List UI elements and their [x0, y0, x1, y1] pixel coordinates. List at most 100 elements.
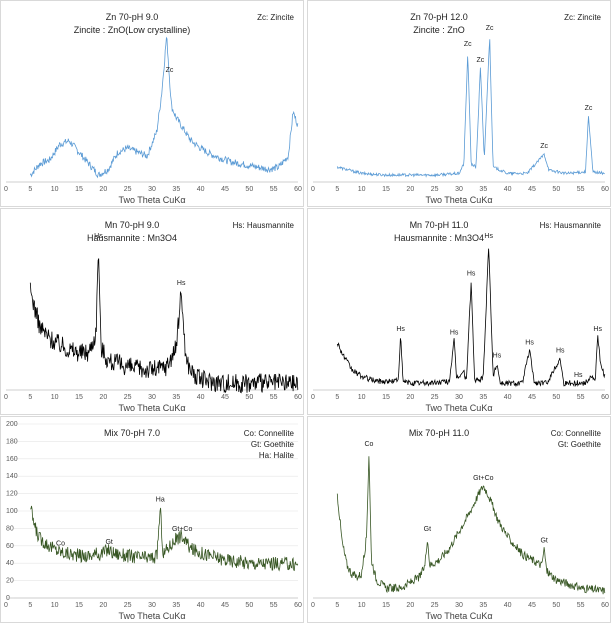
- x-tick-label: 55: [270, 394, 278, 401]
- x-tick-label: 40: [197, 602, 205, 609]
- chart-panel-3: 0 5 10 15 20 25 30 35 40 45 50 55 60 Two Theta CuKα Mn…: [0, 208, 304, 415]
- x-tick-label: 5: [335, 394, 339, 401]
- peak-label: Zc: [486, 25, 494, 32]
- peak-label: Zc: [477, 57, 485, 64]
- series-line: [30, 505, 299, 572]
- chart-title: Mn 70-pH 9.0: [105, 220, 160, 230]
- x-tick-label: 30: [455, 602, 463, 609]
- y-tick-label: 160: [6, 456, 18, 463]
- x-tick-label: 35: [172, 394, 180, 401]
- x-tick-label: 30: [148, 186, 156, 193]
- x-tick-label: 10: [358, 602, 366, 609]
- peak-label: Hs: [450, 329, 459, 336]
- peak-label: Gt: [424, 526, 431, 533]
- y-tick-label: 40: [6, 560, 14, 567]
- series-line: [336, 39, 605, 178]
- peak-label: Gt: [105, 539, 112, 546]
- x-tick-label: 20: [99, 394, 107, 401]
- x-tick-label: 45: [221, 394, 229, 401]
- peak-label: Hs: [94, 233, 103, 240]
- x-tick-label: 0: [311, 394, 315, 401]
- series-line: [336, 456, 606, 595]
- y-tick-label: 80: [6, 525, 14, 532]
- peak-label: Hs: [525, 339, 534, 346]
- x-tick-label: 35: [172, 186, 180, 193]
- x-tick-label: 60: [601, 186, 609, 193]
- x-tick-label: 20: [406, 186, 414, 193]
- x-tick-label: 15: [382, 394, 390, 401]
- series-line: [29, 36, 299, 179]
- x-tick-label: 50: [552, 186, 560, 193]
- peak-label: Hs: [396, 326, 405, 333]
- legend-entry: Gt: Goethite: [251, 440, 295, 449]
- x-tick-label: 55: [577, 602, 585, 609]
- legend-entry: Co: Connellite: [244, 429, 295, 438]
- chart-title: Mix 70-pH 7.0: [104, 428, 160, 438]
- peak-label: Hs: [467, 271, 476, 278]
- x-tick-label: 35: [479, 394, 487, 401]
- x-tick-label: 35: [172, 602, 180, 609]
- y-tick-label: 180: [6, 438, 18, 445]
- x-tick-label: 30: [148, 602, 156, 609]
- chart-subtitle: Hausmannite : Mn3O4: [87, 233, 177, 243]
- x-tick-label: 40: [504, 186, 512, 193]
- x-tick-label: 55: [270, 186, 278, 193]
- x-tick-label: 15: [75, 602, 83, 609]
- chart-subtitle: Zincite : ZnO: [413, 25, 465, 35]
- peak-label: Gt+Co: [473, 475, 494, 482]
- peak-label: Zc: [540, 143, 548, 150]
- peak-label: Gt+Co: [172, 526, 193, 533]
- chart-panel-5: 0 20 40 60 80 100 120 140 160 180 200 0 5 10 15 20 25 30 3…: [0, 416, 304, 623]
- chart-subtitle: Zincite : ZnO(Low crystalline): [74, 25, 191, 35]
- x-tick-label: 5: [335, 602, 339, 609]
- x-tick-label: 40: [504, 602, 512, 609]
- x-tick-label: 0: [4, 602, 8, 609]
- y-tick-label: 60: [6, 543, 14, 550]
- panel-border: [0, 0, 304, 207]
- peak-label: Hs: [177, 280, 186, 287]
- x-tick-label: 35: [479, 602, 487, 609]
- peak-label: Hs: [493, 352, 502, 359]
- y-tick-label: 20: [6, 578, 14, 585]
- x-tick-label: 25: [431, 602, 439, 609]
- x-tick-label: 60: [294, 186, 302, 193]
- x-tick-label: 15: [382, 602, 390, 609]
- x-tick-label: 60: [601, 602, 609, 609]
- x-axis-label: Two Theta CuKα: [118, 403, 185, 413]
- x-tick-label: 25: [124, 602, 132, 609]
- x-tick-label: 40: [197, 394, 205, 401]
- x-axis-label: Two Theta CuKα: [425, 611, 492, 621]
- x-axis-label: Two Theta CuKα: [118, 611, 185, 621]
- legend-entry: Hs: Hausmannite: [540, 221, 602, 230]
- peak-label: Hs: [593, 326, 602, 333]
- x-tick-label: 60: [294, 602, 302, 609]
- series-line: [29, 258, 299, 394]
- x-tick-label: 55: [577, 186, 585, 193]
- chart-title: Mn 70-pH 11.0: [410, 220, 469, 230]
- panel-border: [307, 416, 611, 623]
- legend-entry: Hs: Hausmannite: [233, 221, 295, 230]
- legend-entry: Ha: Halite: [259, 451, 295, 460]
- x-tick-label: 25: [124, 186, 132, 193]
- peak-label: Zc: [166, 67, 174, 74]
- peak-label: Gt: [540, 537, 547, 544]
- peak-label: Zc: [585, 105, 593, 112]
- legend-entry: Co: Connellite: [551, 429, 602, 438]
- x-tick-label: 0: [4, 394, 8, 401]
- x-tick-label: 55: [270, 602, 278, 609]
- x-tick-label: 35: [479, 186, 487, 193]
- x-tick-label: 10: [358, 394, 366, 401]
- peak-label: Co: [364, 441, 373, 448]
- x-tick-label: 50: [552, 394, 560, 401]
- x-tick-label: 45: [221, 602, 229, 609]
- peak-label: Co: [56, 540, 65, 547]
- x-axis-label: Two Theta CuKα: [425, 195, 492, 205]
- chart-title: Zn 70-pH 9.0: [106, 12, 159, 22]
- x-tick-label: 50: [245, 394, 253, 401]
- x-tick-label: 50: [245, 186, 253, 193]
- x-axis-label: Two Theta CuKα: [425, 403, 492, 413]
- x-tick-label: 20: [406, 602, 414, 609]
- chart-panel-2: 0 5 10 15 20 25 30 35 40 45 50 55 60 Two Theta CuKα Zn…: [307, 0, 611, 207]
- series-line: [336, 248, 606, 388]
